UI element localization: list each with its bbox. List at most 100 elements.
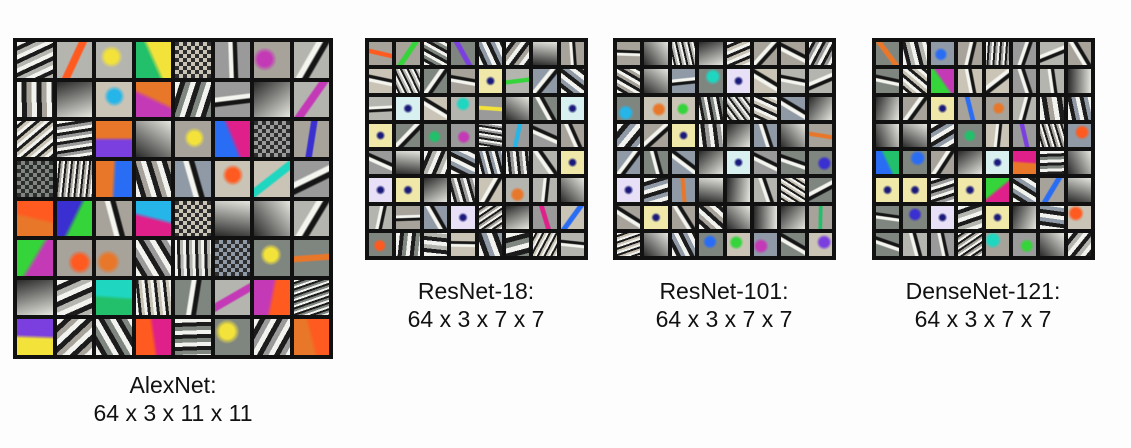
filter-tile — [560, 178, 584, 202]
filter-tile — [617, 69, 641, 93]
filter-tile — [699, 151, 723, 175]
filter-tile — [671, 96, 696, 120]
filter-tile — [903, 205, 927, 229]
filter-tile — [293, 42, 329, 78]
filter-tile — [671, 123, 696, 147]
filter-tile — [423, 96, 448, 120]
resnet101-name-label: ResNet-101: — [659, 278, 789, 304]
filter-tile — [56, 200, 92, 237]
filter-tile — [808, 96, 832, 120]
filter-tile — [96, 279, 132, 316]
filter-tile — [985, 205, 1009, 229]
filter-tile — [617, 123, 641, 147]
resnet101-filter-grid — [613, 38, 836, 260]
filter-tile — [96, 160, 132, 197]
filter-tile — [451, 205, 475, 229]
filter-tile — [254, 200, 290, 237]
filter-tile — [293, 160, 329, 197]
filter-tile — [17, 319, 53, 355]
filter-tile — [808, 69, 832, 93]
filter-tile — [135, 121, 171, 157]
filter-tile — [1067, 69, 1091, 93]
filter-tile — [96, 240, 132, 276]
filter-tile — [808, 205, 832, 229]
filter-tile — [699, 42, 723, 66]
filter-tile — [1012, 42, 1037, 66]
filter-tile — [451, 96, 475, 120]
filter-tile — [1040, 96, 1064, 120]
filter-tile — [1012, 178, 1037, 202]
filter-tile — [1040, 42, 1064, 66]
filter-tile — [175, 319, 211, 355]
filter-tile — [96, 200, 132, 237]
filter-tile — [533, 42, 557, 66]
filter-tile — [958, 232, 982, 256]
filter-tile — [985, 123, 1009, 147]
filter-tile — [876, 151, 900, 175]
filter-tile — [175, 200, 211, 237]
filter-tile — [254, 279, 290, 316]
filter-tile — [1067, 151, 1091, 175]
alexnet-filter-grid — [13, 38, 333, 359]
filter-tile — [135, 42, 171, 78]
filter-tile — [214, 160, 250, 197]
filter-tile — [505, 178, 530, 202]
filter-tile — [903, 232, 927, 256]
filter-tile — [293, 240, 329, 276]
alexnet-shape-label: 64 x 3 x 11 x 11 — [93, 399, 253, 426]
filter-tile — [1067, 178, 1091, 202]
filter-tile — [17, 81, 53, 118]
filter-tile — [560, 205, 584, 229]
filter-tile — [56, 42, 92, 78]
filter-tile — [753, 178, 778, 202]
filter-tile — [930, 123, 955, 147]
filter-tile — [533, 69, 557, 93]
filter-tile — [985, 96, 1009, 120]
filter-tile — [560, 123, 584, 147]
filter-tile — [985, 232, 1009, 256]
filter-tile — [560, 69, 584, 93]
filter-tile — [369, 205, 393, 229]
filter-tile — [505, 69, 530, 93]
filter-tile — [396, 123, 420, 147]
filter-tile — [876, 69, 900, 93]
filter-tile — [726, 232, 750, 256]
filter-tile — [175, 160, 211, 197]
filter-tile — [478, 96, 502, 120]
filter-tile — [1040, 123, 1064, 147]
filter-tile — [1040, 151, 1064, 175]
filter-tile — [699, 69, 723, 93]
filter-tile — [753, 42, 778, 66]
filter-tile — [617, 42, 641, 66]
filter-tile — [533, 205, 557, 229]
filter-tile — [808, 42, 832, 66]
filter-tile — [396, 232, 420, 256]
filter-tile — [293, 319, 329, 355]
filter-tile — [56, 81, 92, 118]
filter-tile — [903, 123, 927, 147]
filter-tile — [876, 42, 900, 66]
filter-tile — [293, 121, 329, 157]
filter-tile — [451, 123, 475, 147]
filter-tile — [254, 319, 290, 355]
filter-tile — [781, 96, 805, 120]
filter-tile — [671, 151, 696, 175]
filter-tile — [726, 205, 750, 229]
filter-tile — [451, 178, 475, 202]
filter-tile — [753, 96, 778, 120]
filter-tile — [1040, 69, 1064, 93]
filter-tile — [753, 205, 778, 229]
filter-tile — [505, 232, 530, 256]
filter-tile — [56, 240, 92, 276]
filter-tile — [369, 96, 393, 120]
filter-tile — [985, 151, 1009, 175]
filter-tile — [135, 279, 171, 316]
filter-tile — [451, 69, 475, 93]
filter-tile — [214, 240, 250, 276]
filter-tile — [135, 160, 171, 197]
filter-tile — [753, 151, 778, 175]
filter-tile — [617, 232, 641, 256]
filter-tile — [175, 121, 211, 157]
filter-tile — [96, 121, 132, 157]
resnet101-shape-label: 64 x 3 x 7 x 7 — [655, 305, 793, 332]
